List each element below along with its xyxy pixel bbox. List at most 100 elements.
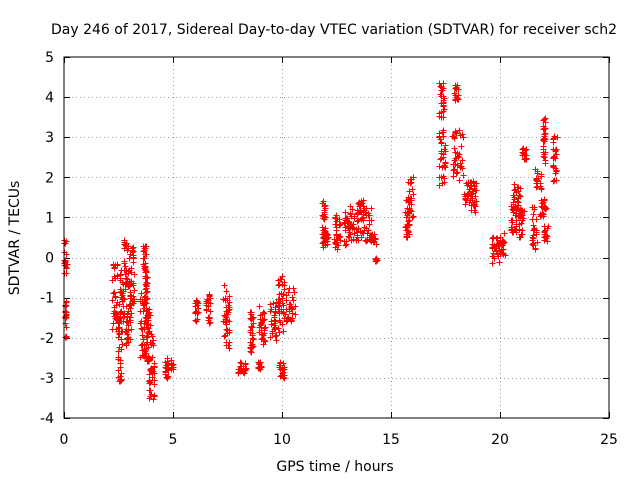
data-point bbox=[373, 257, 380, 264]
data-point bbox=[440, 129, 447, 136]
data-point bbox=[145, 317, 152, 324]
data-point bbox=[534, 177, 541, 184]
data-point bbox=[236, 366, 243, 373]
data-point bbox=[495, 243, 502, 250]
data-point bbox=[501, 230, 508, 237]
data-point bbox=[540, 143, 547, 150]
data-point bbox=[259, 316, 266, 323]
y-tick-label: 1 bbox=[45, 210, 54, 226]
data-point bbox=[321, 235, 328, 242]
data-point bbox=[511, 205, 518, 212]
data-point bbox=[522, 155, 529, 162]
data-point bbox=[290, 285, 297, 292]
data-point bbox=[257, 359, 264, 366]
data-point bbox=[168, 361, 175, 368]
data-point bbox=[451, 166, 458, 173]
data-point bbox=[115, 325, 122, 332]
data-point bbox=[150, 396, 157, 403]
data-point bbox=[539, 204, 546, 211]
data-point bbox=[360, 197, 367, 204]
data-point bbox=[257, 312, 264, 319]
data-point bbox=[450, 173, 457, 180]
data-point bbox=[456, 127, 463, 134]
data-point bbox=[336, 233, 343, 240]
data-point bbox=[541, 154, 548, 161]
data-point bbox=[406, 206, 413, 213]
data-point bbox=[545, 223, 552, 230]
data-point bbox=[355, 237, 362, 244]
data-point bbox=[403, 214, 410, 221]
x-tick-label: 20 bbox=[491, 432, 509, 448]
y-tick-label: 4 bbox=[45, 90, 54, 106]
data-point bbox=[366, 212, 373, 219]
data-point bbox=[496, 259, 503, 266]
data-point bbox=[451, 90, 458, 97]
data-point bbox=[127, 305, 134, 312]
data-point bbox=[534, 239, 541, 246]
data-point bbox=[540, 199, 547, 206]
data-point bbox=[367, 237, 374, 244]
data-point bbox=[145, 344, 152, 351]
data-point bbox=[146, 328, 153, 335]
data-point bbox=[516, 213, 523, 220]
data-point bbox=[110, 320, 117, 327]
data-point bbox=[408, 201, 415, 208]
data-point bbox=[404, 224, 411, 231]
data-point bbox=[515, 195, 522, 202]
x-tick-label: 0 bbox=[60, 432, 69, 448]
data-point bbox=[205, 299, 212, 306]
data-point bbox=[143, 275, 150, 282]
data-point bbox=[241, 370, 248, 377]
data-point bbox=[533, 184, 540, 191]
data-point bbox=[551, 133, 558, 140]
data-point bbox=[459, 165, 466, 172]
data-point bbox=[207, 308, 214, 315]
data-point bbox=[354, 210, 361, 217]
data-point bbox=[149, 374, 156, 381]
data-point bbox=[151, 360, 158, 367]
data-point bbox=[518, 231, 525, 238]
data-point bbox=[437, 136, 444, 143]
data-point bbox=[342, 209, 349, 216]
data-point bbox=[138, 290, 145, 297]
data-point bbox=[115, 356, 122, 363]
data-point bbox=[363, 225, 370, 232]
data-point bbox=[462, 196, 469, 203]
data-point bbox=[347, 231, 354, 238]
data-point bbox=[223, 326, 230, 333]
x-tick-label: 5 bbox=[169, 432, 178, 448]
data-point bbox=[360, 230, 367, 237]
x-tick-label: 25 bbox=[600, 432, 618, 448]
data-point bbox=[368, 217, 375, 224]
data-point bbox=[125, 334, 132, 341]
data-point bbox=[541, 135, 548, 142]
data-point bbox=[249, 332, 256, 339]
data-point bbox=[148, 367, 155, 374]
data-point bbox=[534, 183, 541, 190]
y-axis-label: SDTVAR / TECUs bbox=[7, 181, 23, 296]
y-tick-label: 3 bbox=[45, 130, 54, 146]
data-point bbox=[131, 298, 138, 305]
data-point bbox=[372, 258, 379, 265]
data-point bbox=[195, 300, 202, 307]
data-point bbox=[451, 145, 458, 152]
chart-title: Day 246 of 2017, Sidereal Day-to-day VTE… bbox=[51, 22, 617, 38]
data-point bbox=[467, 190, 474, 197]
data-point bbox=[460, 172, 467, 179]
data-point bbox=[129, 245, 136, 252]
data-point bbox=[438, 150, 445, 157]
data-point bbox=[226, 306, 233, 313]
data-point bbox=[468, 193, 475, 200]
data-point bbox=[260, 332, 267, 339]
data-point bbox=[122, 286, 129, 293]
data-point bbox=[256, 329, 263, 336]
data-point bbox=[542, 149, 549, 156]
data-point bbox=[258, 364, 265, 371]
data-point bbox=[116, 320, 123, 327]
data-point bbox=[467, 179, 474, 186]
data-point bbox=[452, 82, 459, 89]
y-tick-label: -2 bbox=[40, 331, 54, 347]
data-point bbox=[530, 222, 537, 229]
data-point bbox=[516, 192, 523, 199]
data-point bbox=[331, 236, 338, 243]
